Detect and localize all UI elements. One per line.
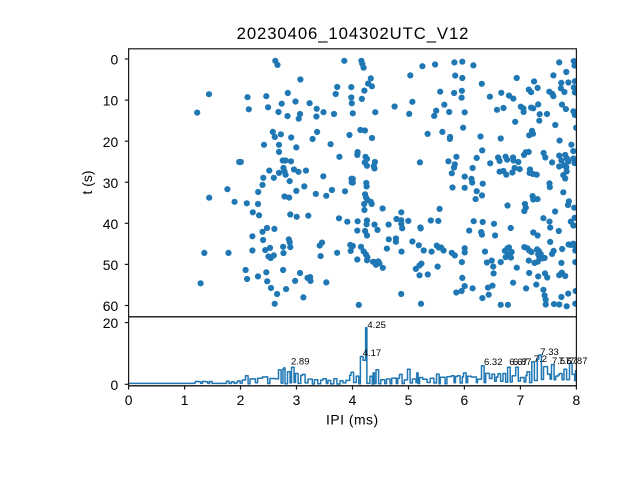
- svg-text:30: 30: [103, 175, 119, 191]
- svg-text:5: 5: [405, 392, 413, 408]
- svg-text:7.33: 7.33: [540, 347, 559, 358]
- svg-text:6.32: 6.32: [484, 357, 503, 368]
- svg-text:3: 3: [293, 392, 301, 408]
- svg-text:10: 10: [103, 93, 119, 109]
- svg-text:0: 0: [110, 377, 118, 393]
- svg-text:20: 20: [103, 134, 119, 150]
- svg-text:7.2: 7.2: [534, 354, 547, 365]
- svg-text:IPI (ms): IPI (ms): [326, 411, 379, 427]
- svg-text:0: 0: [110, 52, 118, 68]
- svg-text:20: 20: [103, 315, 119, 331]
- svg-text:40: 40: [103, 216, 119, 232]
- svg-text:6.67: 6.67: [509, 357, 528, 368]
- svg-text:4.17: 4.17: [363, 348, 382, 359]
- svg-text:50: 50: [103, 257, 119, 273]
- svg-text:6: 6: [461, 392, 469, 408]
- svg-text:20230406_104302UTC_V12: 20230406_104302UTC_V12: [237, 24, 470, 43]
- svg-text:1: 1: [181, 392, 189, 408]
- svg-text:60: 60: [103, 298, 119, 314]
- svg-text:7: 7: [517, 392, 525, 408]
- svg-text:4.25: 4.25: [367, 320, 386, 331]
- svg-text:2.89: 2.89: [291, 357, 310, 368]
- svg-text:6.87: 6.87: [513, 357, 532, 368]
- svg-text:7.67: 7.67: [559, 356, 578, 367]
- svg-text:4: 4: [349, 392, 357, 408]
- svg-text:0: 0: [125, 392, 133, 408]
- svg-text:7.57: 7.57: [552, 356, 571, 367]
- svg-text:7.87: 7.87: [569, 356, 588, 367]
- svg-text:2: 2: [237, 392, 245, 408]
- svg-text:t (s): t (s): [79, 171, 95, 195]
- svg-text:8: 8: [573, 392, 581, 408]
